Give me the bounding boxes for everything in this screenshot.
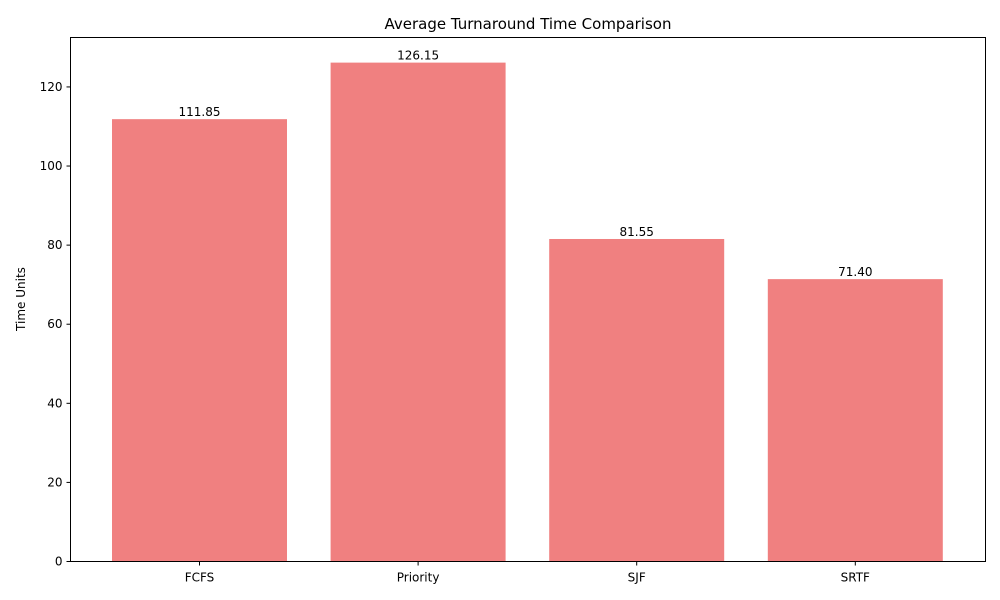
bar-priority xyxy=(330,62,506,562)
bars-layer xyxy=(112,62,943,562)
y-tick-label-0: 0 xyxy=(55,555,63,569)
y-tick-label-120: 120 xyxy=(40,80,63,94)
data-labels-layer: 111.85 126.15 81.55 71.40 xyxy=(179,49,873,280)
x-tick-label-priority: Priority xyxy=(397,571,440,585)
data-label-priority: 126.15 xyxy=(397,49,439,63)
bar-srtf xyxy=(767,279,943,562)
bar-fcfs xyxy=(112,119,287,562)
chart-title: Average Turnaround Time Comparison xyxy=(385,15,672,33)
bar-sjf xyxy=(549,238,725,562)
plot-frame xyxy=(70,37,986,562)
y-axis-label: Time Units xyxy=(14,267,28,332)
y-tick-label-20: 20 xyxy=(47,475,62,489)
data-label-srtf: 71.40 xyxy=(838,265,872,279)
x-axis: FCFS Priority SJF SRTF xyxy=(185,561,870,585)
y-tick-label-60: 60 xyxy=(47,317,62,331)
y-axis: 0 20 40 60 80 100 120 xyxy=(40,80,71,569)
y-tick-label-100: 100 xyxy=(40,159,63,173)
y-tick-label-40: 40 xyxy=(47,396,62,410)
data-label-fcfs: 111.85 xyxy=(179,105,221,119)
x-tick-label-fcfs: FCFS xyxy=(185,571,215,585)
data-label-sjf: 81.55 xyxy=(620,225,654,239)
x-tick-label-srtf: SRTF xyxy=(841,571,870,585)
y-tick-label-80: 80 xyxy=(47,238,62,252)
x-tick-label-sjf: SJF xyxy=(628,571,646,585)
